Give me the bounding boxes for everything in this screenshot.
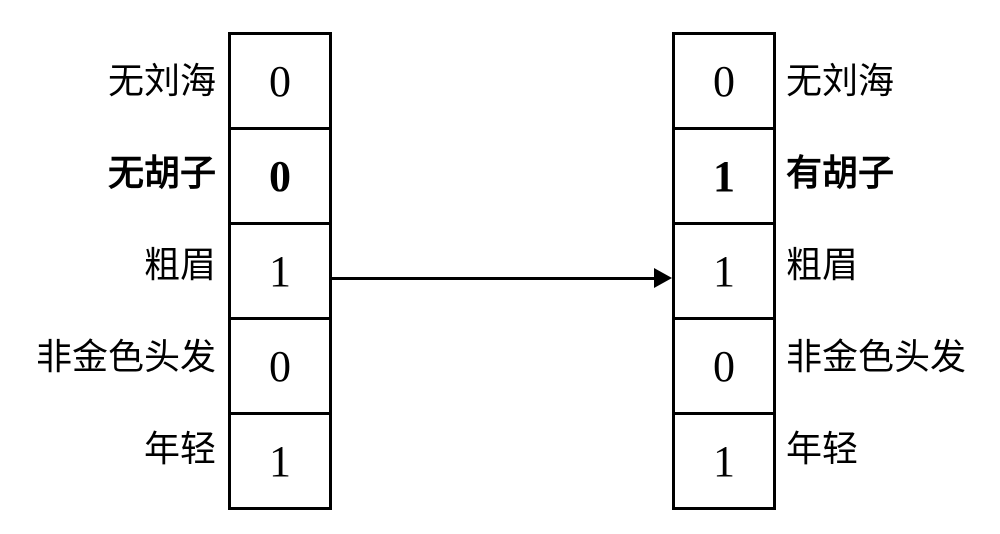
- diagram-container: 无刘海 无胡子 粗眉 非金色头发 年轻 0 0 1 0 1 0 1 1 0 1 …: [0, 0, 1000, 534]
- arrow-line: [329, 277, 657, 280]
- left-labels: 无刘海 无胡子 粗眉 非金色头发 年轻: [0, 32, 216, 492]
- left-cell: 0: [231, 320, 329, 415]
- left-vector: 0 0 1 0 1: [228, 32, 332, 510]
- left-label: 年轻: [0, 400, 216, 492]
- label-text: 粗眉: [786, 236, 858, 288]
- right-cell: 1: [675, 415, 773, 510]
- left-cell: 1: [231, 415, 329, 510]
- cell-value: 1: [269, 436, 291, 487]
- arrow: [329, 268, 672, 288]
- label-text: 年轻: [786, 420, 858, 472]
- label-text: 无刘海: [786, 52, 894, 104]
- label-text: 无胡子: [108, 144, 216, 196]
- cell-value: 0: [713, 56, 735, 107]
- left-cell: 1: [231, 225, 329, 320]
- right-label: 非金色头发: [786, 308, 1000, 400]
- right-label: 年轻: [786, 400, 1000, 492]
- cell-value: 1: [713, 246, 735, 297]
- right-label: 有胡子: [786, 124, 1000, 216]
- cell-value: 0: [269, 151, 291, 202]
- label-text: 粗眉: [144, 236, 216, 288]
- cell-value: 0: [269, 56, 291, 107]
- cell-value: 0: [713, 341, 735, 392]
- right-label: 粗眉: [786, 216, 1000, 308]
- label-text: 年轻: [144, 420, 216, 472]
- cell-value: 1: [713, 436, 735, 487]
- cell-value: 1: [713, 151, 735, 202]
- right-cell: 1: [675, 225, 773, 320]
- right-cell: 0: [675, 35, 773, 130]
- label-text: 有胡子: [786, 144, 894, 196]
- label-text: 无刘海: [108, 52, 216, 104]
- right-labels: 无刘海 有胡子 粗眉 非金色头发 年轻: [786, 32, 1000, 492]
- cell-value: 1: [269, 246, 291, 297]
- left-label: 无刘海: [0, 32, 216, 124]
- left-label: 非金色头发: [0, 308, 216, 400]
- right-cell: 1: [675, 130, 773, 225]
- left-cell: 0: [231, 130, 329, 225]
- cell-value: 0: [269, 341, 291, 392]
- left-cell: 0: [231, 35, 329, 130]
- label-text: 非金色头发: [36, 328, 216, 380]
- right-vector: 0 1 1 0 1: [672, 32, 776, 510]
- right-label: 无刘海: [786, 32, 1000, 124]
- arrow-head-icon: [654, 268, 672, 288]
- left-label: 无胡子: [0, 124, 216, 216]
- label-text: 非金色头发: [786, 328, 966, 380]
- right-cell: 0: [675, 320, 773, 415]
- left-label: 粗眉: [0, 216, 216, 308]
